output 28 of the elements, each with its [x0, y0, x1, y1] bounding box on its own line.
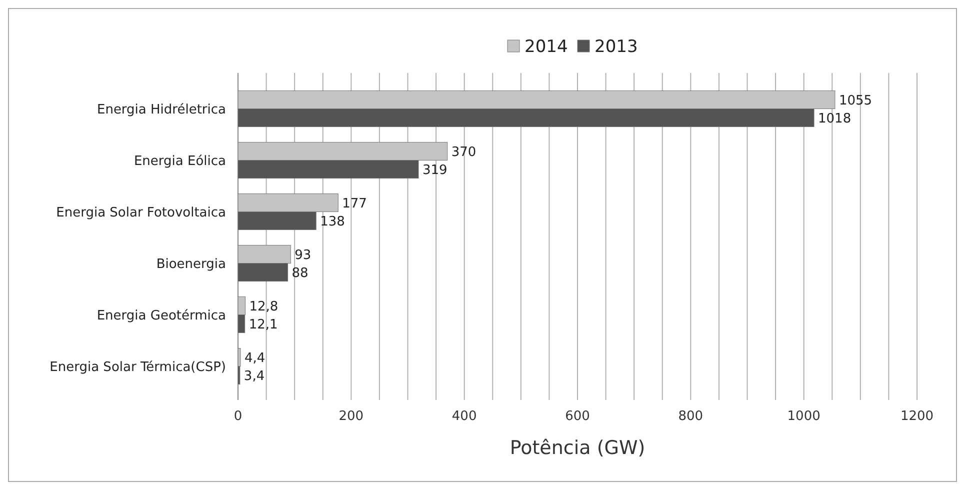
data-label: 3,4 [244, 368, 265, 384]
data-label: 93 [294, 248, 312, 263]
x-tick-label: 400 [452, 409, 477, 424]
legend-label: 2013 [594, 36, 638, 57]
data-label: 177 [342, 196, 367, 212]
data-label: 1018 [818, 111, 852, 126]
y-tick-label: Energia Solar Fotovoltaica [56, 205, 226, 220]
data-label: 88 [292, 266, 308, 281]
data-label: 12,1 [248, 317, 278, 332]
data-label: 12,8 [249, 299, 278, 314]
legend-label: 2014 [524, 36, 568, 57]
x-tick-label: 600 [565, 409, 590, 424]
data-label: 319 [422, 162, 448, 178]
x-tick-label: 0 [234, 409, 242, 424]
data-label: 4,4 [244, 350, 266, 366]
x-tick-label: 800 [678, 409, 704, 424]
y-tick-label: Energia Solar Térmica(CSP) [50, 360, 226, 375]
x-axis-title: Potência (GW) [510, 437, 646, 459]
y-tick-label: Energia Hidréletrica [96, 102, 226, 118]
x-tick-label: 1000 [787, 409, 820, 424]
y-tick-label: Energia Geotérmica [96, 308, 226, 324]
data-label: 138 [320, 214, 345, 230]
data-label: 370 [451, 144, 476, 160]
x-tick-label: 200 [338, 409, 364, 424]
y-tick-label: Energia Eólica [134, 154, 226, 169]
data-label: 1055 [838, 93, 872, 108]
y-tick-label: Bioenergia [156, 256, 226, 272]
x-tick-label: 1200 [900, 409, 934, 424]
